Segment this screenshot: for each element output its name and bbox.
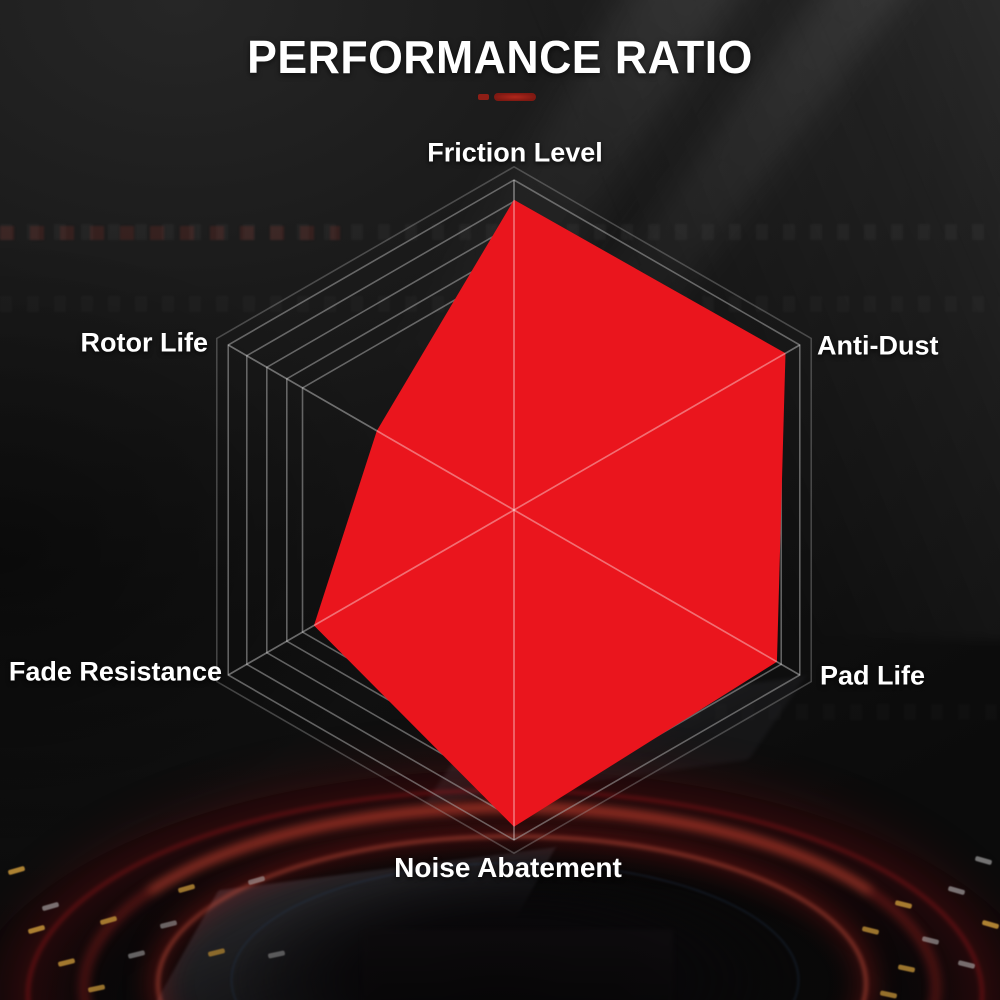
radar-spoke bbox=[227, 509, 515, 676]
axis-label-friction-level: Friction Level bbox=[427, 137, 603, 168]
axis-label-noise-abatement: Noise Abatement bbox=[394, 852, 622, 883]
title-underline-dash-long bbox=[494, 93, 536, 101]
radar-series-polygon bbox=[313, 199, 786, 827]
title-underline-dash-small bbox=[478, 94, 489, 100]
axis-label-rotor-life: Rotor Life bbox=[80, 327, 209, 358]
axis-label-anti-dust: Anti-Dust bbox=[817, 330, 939, 361]
radar-grid-ring bbox=[227, 179, 801, 841]
radar-spoke bbox=[513, 509, 801, 676]
axis-label-fade-resistance: Fade Resistance bbox=[8, 656, 222, 687]
radar-grid-ring bbox=[215, 165, 813, 855]
radar-spoke bbox=[513, 344, 801, 511]
radar-spoke bbox=[227, 344, 515, 511]
axis-label-pad-life: Pad Life bbox=[820, 660, 926, 691]
page-title: PERFORMANCE RATIO bbox=[247, 31, 753, 83]
